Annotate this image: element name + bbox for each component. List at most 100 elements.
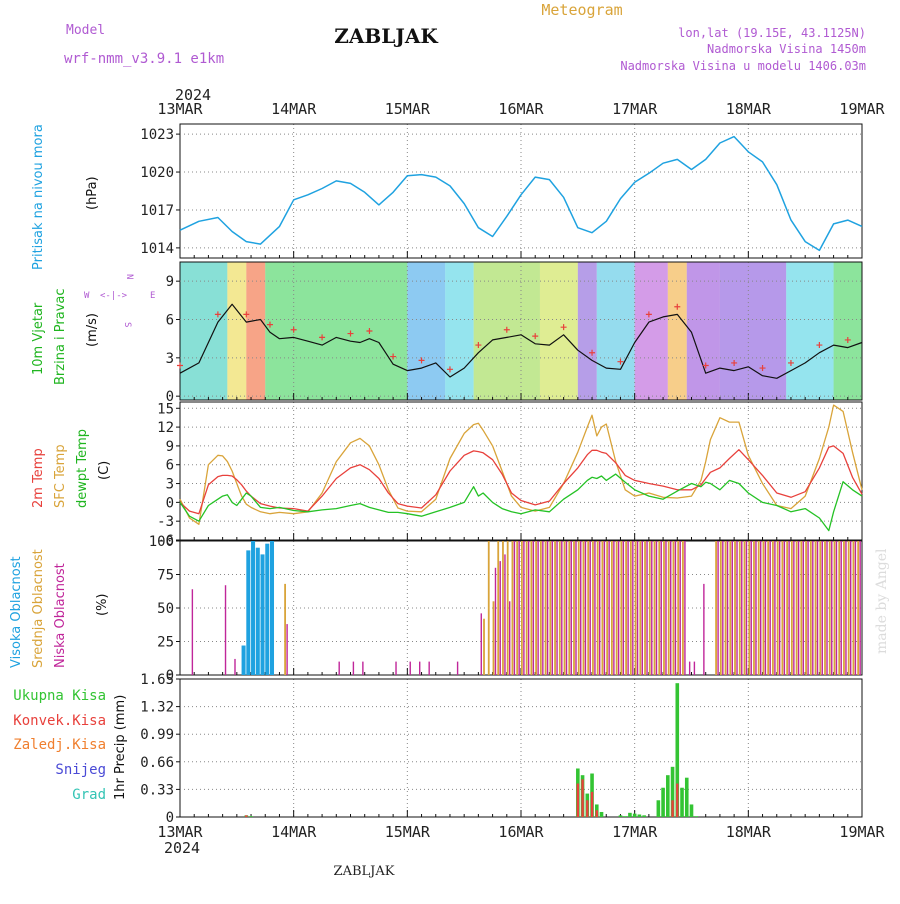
cloud-high-bar	[269, 541, 275, 675]
wind-field-band	[596, 262, 635, 400]
cloud-low-bar	[840, 541, 842, 675]
wind-unit: (m/s)	[85, 313, 100, 347]
cloud-mid-bar	[847, 541, 850, 675]
cloud-high-bar	[260, 554, 265, 675]
wind-field-band	[686, 262, 720, 400]
cloud-mid-bar	[833, 541, 836, 675]
cloud-low-bar	[338, 661, 340, 675]
compass-n: N	[124, 274, 134, 279]
cloud-low-bar	[665, 541, 667, 675]
cloud-low-bar	[608, 541, 610, 675]
y-tick-label: 0.33	[140, 782, 174, 798]
wind-gust-marker	[290, 326, 297, 333]
cloud-mid-bar	[843, 541, 845, 675]
cloud-mid-bar	[814, 541, 817, 675]
wind-field-band	[180, 262, 228, 400]
y-tick-label: 6	[166, 458, 174, 474]
pressure-label: Pritisak na nivou mora	[31, 124, 46, 270]
wind-field-band	[265, 262, 408, 400]
cloud-low-bar	[854, 541, 857, 675]
year-label-top: 2024	[175, 86, 211, 104]
cloud-low-bar	[726, 541, 729, 675]
wind-gust-marker	[446, 366, 453, 373]
day-label-top: 15MAR	[385, 100, 431, 118]
cloud-low-bar	[570, 541, 572, 675]
cloud-mid-bar	[648, 541, 651, 675]
day-label-bottom: 16MAR	[498, 823, 544, 841]
wind-gust-marker	[674, 303, 681, 310]
y-tick-label: 12	[157, 420, 174, 436]
cloud-mid-bar	[497, 541, 500, 675]
cloud-mid-bar	[554, 541, 556, 675]
cloud-mid-bar	[544, 541, 547, 675]
cloud-mid-bar	[767, 541, 770, 675]
wind-gust-marker	[645, 311, 652, 318]
cloud-low-bar	[788, 541, 790, 675]
cloud-mid-bar	[625, 541, 627, 675]
cloud-mid-bar	[284, 583, 286, 675]
cloud-high-bar	[251, 541, 256, 675]
cloud-mid-bar	[582, 541, 585, 675]
y-tick-label: 0	[166, 495, 174, 511]
y-tick-label: 1020	[140, 165, 174, 181]
cloud-low-bar	[741, 541, 743, 675]
cloud-mid-bar	[596, 541, 599, 675]
cloud-mid-bar	[483, 618, 485, 675]
compass-e: E	[150, 291, 155, 301]
wind-field-band	[719, 262, 787, 400]
cloud-high-bar	[255, 547, 260, 675]
cloud-mid-bar	[757, 541, 760, 675]
cloud-high-bar	[246, 550, 251, 675]
cloud-low-bar	[494, 567, 497, 675]
wind-field-band	[445, 262, 474, 400]
cloud-low-bar	[409, 661, 411, 675]
wind-gust-marker	[816, 342, 823, 349]
cloud-low-bar	[527, 541, 530, 675]
cloud-mid-bar	[677, 541, 680, 675]
wind-field-band	[227, 262, 247, 400]
cloud-low-bar	[660, 541, 662, 675]
wind-gust-marker	[844, 336, 851, 343]
day-label-bottom: 17MAR	[612, 823, 658, 841]
legend-hail: Grad	[72, 787, 106, 803]
wind-label-2: Brzina i Pravac	[53, 288, 68, 385]
wind-gust-marker	[532, 333, 539, 340]
y-tick-label: 1.65	[140, 672, 174, 688]
temp-label-2: SFC Temp	[53, 444, 68, 508]
y-tick-label: 6	[166, 313, 174, 329]
cloud-low-bar	[428, 661, 430, 675]
y-tick-label: 0.66	[140, 755, 174, 771]
page-title: ZABLJAK	[334, 24, 438, 48]
wind-field-band	[407, 262, 446, 400]
cloud-mid-bar	[857, 541, 860, 675]
cloud-low-bar	[826, 541, 828, 675]
cloud-mid-bar	[601, 541, 604, 675]
cloud-mid-bar	[800, 541, 803, 675]
wind-field-band	[667, 262, 687, 400]
precip-total-bar	[632, 813, 637, 817]
day-label-bottom: 19MAR	[839, 823, 885, 841]
precip-conv-bar	[590, 791, 594, 817]
wind-gust-marker	[319, 334, 326, 341]
cloud-low-bar	[750, 541, 752, 675]
footer-title: ZABLJAK	[334, 864, 395, 879]
wind-gust-marker	[475, 342, 482, 349]
legend-conv-rain: Konvek.Kisa	[13, 713, 106, 729]
precip-conv-bar	[245, 815, 248, 817]
cloud-low-bar	[532, 541, 535, 675]
cloud-unit: (%)	[95, 594, 110, 617]
cloud-mid-bar	[715, 541, 717, 675]
cloud-low-bar	[603, 541, 606, 675]
precip-conv-bar	[676, 783, 679, 817]
cloud-low-bar	[598, 541, 601, 675]
cloud-mid-bar	[535, 541, 538, 675]
cloud-low-bar	[537, 541, 539, 675]
cloud-low-bar	[835, 541, 838, 675]
cloud-mid-bar	[838, 541, 841, 675]
cloud-mid-bar	[672, 541, 675, 675]
cloud-low-bar	[617, 541, 620, 675]
cloud-low-bar	[542, 541, 544, 675]
cloud-low-bar	[849, 541, 852, 675]
cloud-mid-bar	[577, 541, 580, 675]
